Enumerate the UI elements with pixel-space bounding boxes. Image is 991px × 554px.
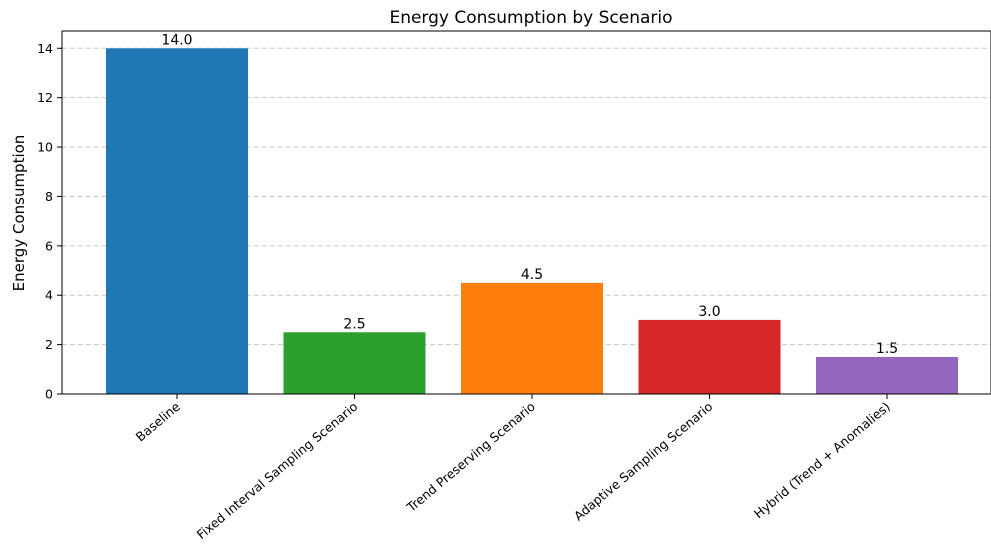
- x-axis-ticks: Baseline Fixed Interval Sampling Scenario…: [133, 394, 893, 542]
- y-tick-label: 12: [37, 90, 53, 105]
- y-tick-label: 10: [37, 140, 53, 155]
- x-tick-label: Hybrid (Trend + Anomalies): [751, 399, 893, 522]
- bar: [106, 48, 248, 395]
- y-tick-label: 8: [45, 189, 53, 204]
- bar: [638, 319, 781, 394]
- y-tick-label: 14: [37, 41, 53, 56]
- y-tick-label: 0: [45, 387, 53, 402]
- bar: [816, 356, 958, 394]
- bar-value-label: 1.5: [876, 341, 898, 357]
- bar-value-label: 2.5: [343, 316, 365, 332]
- y-axis-ticks: 0 2 4 6 8 10 12 14: [37, 41, 62, 402]
- x-tick-label: Fixed Interval Sampling Scenario: [194, 399, 361, 542]
- x-tick-label: Trend Preserving Scenario: [403, 399, 538, 516]
- y-tick-label: 6: [45, 238, 53, 253]
- x-tick-label: Baseline: [133, 399, 183, 445]
- bar: [461, 282, 603, 394]
- bar-value-label: 4.5: [521, 267, 543, 283]
- x-tick-label: Adaptive Sampling Scenario: [571, 399, 716, 524]
- y-tick-label: 2: [45, 337, 53, 352]
- plot-frame: [61, 30, 991, 395]
- y-axis-label: Energy Consumption: [10, 135, 28, 292]
- bar-value-label: 3.0: [698, 304, 720, 320]
- data-labels: 14.0 2.5 4.5 3.0 1.5: [161, 32, 898, 357]
- y-tick-label: 4: [45, 288, 53, 303]
- bar: [283, 332, 426, 394]
- bars: [106, 48, 958, 395]
- chart-title: Energy Consumption by Scenario: [389, 8, 672, 28]
- bar-value-label: 14.0: [161, 32, 192, 48]
